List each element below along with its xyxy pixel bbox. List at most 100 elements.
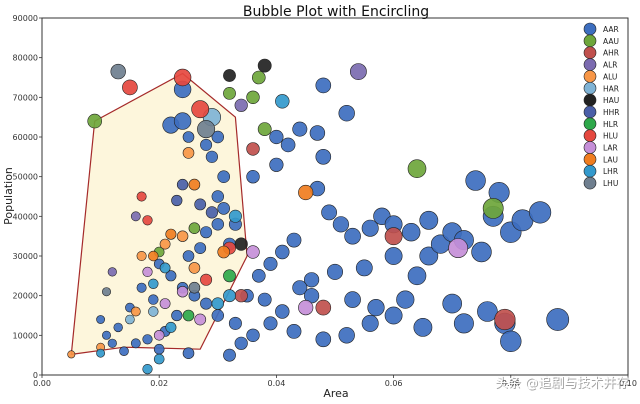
bubble-aar-39 [315,149,332,165]
bubble-aar-63 [396,290,415,309]
x-tick-label: 0.06 [385,379,403,388]
y-axis-label: Population [2,167,15,225]
bubble-aar-34 [246,170,260,184]
bubble-aar-55 [275,244,290,260]
bubble-lhu-0 [110,63,126,80]
bubble-hhr-2 [205,206,218,219]
bubble-alu-0 [67,350,76,359]
bubble-aar-20 [200,297,213,310]
legend-marker-alu [583,70,597,83]
bubble-aar-94 [223,348,236,362]
legend-marker-lhu [583,176,597,190]
bubble-lau-0 [148,250,159,262]
bubble-lhu-1 [197,120,216,139]
bubble-ahr-4 [494,308,516,331]
legend-marker-hau [583,93,597,107]
bubble-alr-0 [130,211,141,222]
bubble-ahr-2 [315,299,332,316]
points-layer [67,58,570,375]
bubble-aar-36 [280,137,296,153]
bubble-aau-5 [407,159,427,178]
bubble-aar-83 [413,317,433,337]
bubble-hlu-3 [136,191,147,202]
plot-frame [41,17,629,376]
bubble-aar-26 [102,330,112,340]
bubble-aar-23 [136,282,147,293]
bubble-aar-81 [361,314,379,332]
legend-marker-har [583,81,597,95]
bubble-lar-5 [246,245,260,259]
chart-title: Bubble Plot with Encircling [243,4,429,20]
bubble-aar-76 [419,210,439,230]
bubble-hlu-2 [191,100,210,119]
x-tick-label: 0.02 [150,379,168,388]
legend-marker-hhr [583,105,597,119]
legend-label-lar: LAR [603,144,618,153]
bubble-hhr-0 [176,178,189,191]
y-ticks: 0 10000 20000 30000 40000 50000 60000 70000 8000… [13,14,42,380]
bubble-aar-59 [275,304,290,319]
bubble-aar-41 [315,77,332,94]
bubble-aar-1 [173,112,192,130]
legend-marker-aar [583,22,597,36]
bubble-alr-2 [349,63,367,81]
bubble-aau-3 [246,90,260,105]
bubble-aar-17 [165,270,177,282]
watermark-shadow: 头条 @追剧与技术并存 [496,376,630,392]
bubble-lhu-3 [188,281,201,294]
y-tick-label: 70000 [13,93,38,102]
bubble-lhr-4 [223,289,236,303]
bubble-alu-5 [188,262,201,274]
bubble-aar-50 [355,259,373,277]
bubble-aar-98 [107,338,117,348]
bubble-aar-27 [96,315,105,324]
legend-marker-alr [583,58,597,71]
bubble-aar-73 [528,201,552,224]
bubble-aar-47 [361,219,379,237]
bubble-aar-92 [246,328,260,342]
bubble-aar-84 [442,293,463,314]
bubble-aau-8 [188,222,201,234]
bubble-lar-0 [142,266,153,278]
bubble-lar-6 [298,300,314,316]
legend-label-hhr: HHR [603,108,620,117]
y-tick-label: 60000 [13,133,38,142]
legend-label-hlu: HLU [603,132,618,141]
legend-marker-hlr [583,117,597,131]
bubble-aar-45 [332,216,350,233]
bubble-hlr-1 [223,269,236,283]
legend-label-har: HAR [603,84,619,93]
bubble-lar-3 [153,329,165,341]
bubble-aar-54 [286,232,302,248]
bubble-lau-1 [165,228,177,240]
bubble-aar-9 [217,202,230,215]
bubble-alu-3 [176,230,189,242]
legend-label-alu: ALU [603,72,617,81]
bubble-aar-5 [211,130,225,144]
bubble-hau-1 [257,58,272,73]
bubble-aar-80 [338,327,355,344]
bubble-alu-1 [136,251,147,262]
bubble-hhr-1 [171,194,183,207]
watermark-text: 头条 @追剧与技术并存 [495,375,629,391]
bubble-ahr-3 [384,227,403,246]
bubble-aar-96 [153,343,165,355]
y-tick-label: 80000 [13,54,38,63]
bubble-aar-75 [465,170,486,191]
bubble-aar-6 [205,150,218,163]
bubble-aar-88 [500,330,522,352]
bubble-hhr-3 [194,198,207,211]
y-tick-label: 40000 [13,212,38,221]
bubble-ahr-0 [234,289,248,303]
bubble-lhu-2 [102,287,112,297]
bubble-aar-57 [251,268,266,283]
bubble-aar-85 [453,313,474,334]
bubble-aau-4 [257,122,272,137]
bubble-lar-2 [176,286,189,298]
bubble-aar-91 [263,316,278,331]
y-tick-label: 20000 [13,292,38,301]
y-tick-label: 50000 [13,173,38,182]
bubble-aar-86 [477,301,498,322]
bubble-aar-58 [257,292,272,307]
